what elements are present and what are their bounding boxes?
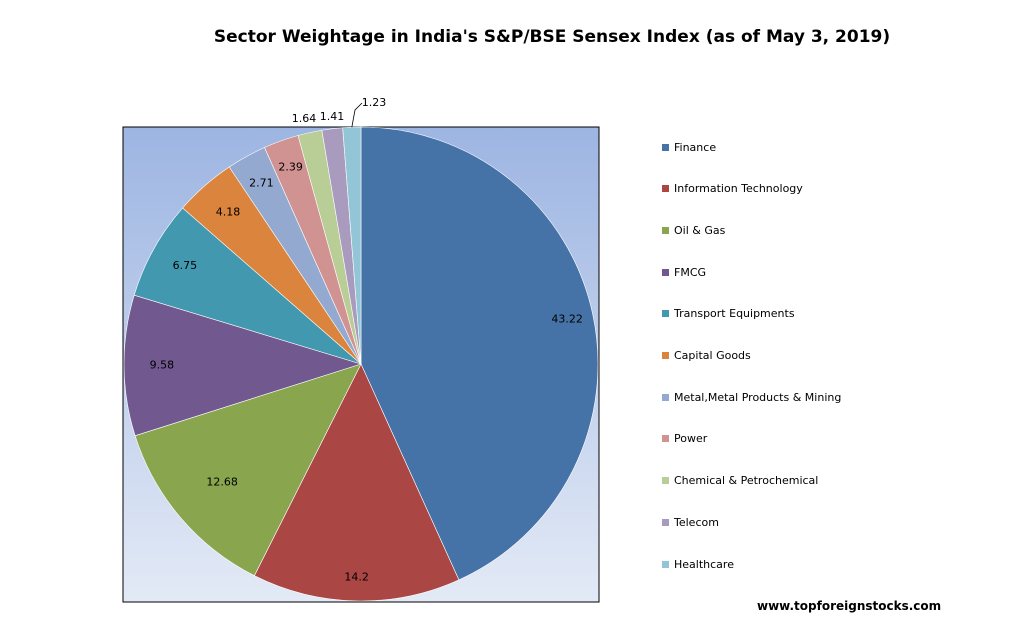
source-credit: www.topforeignstocks.com bbox=[757, 599, 942, 613]
pie-slices bbox=[123, 126, 599, 602]
legend-label: Chemical & Petrochemical bbox=[674, 474, 819, 488]
data-label-1: 43.22 bbox=[551, 312, 583, 325]
data-label-11: 1.23 bbox=[362, 96, 387, 109]
data-label-7: 2.71 bbox=[249, 176, 274, 189]
legend-item-8: Power bbox=[662, 432, 707, 446]
legend-swatch bbox=[662, 393, 669, 401]
legend-label: Power bbox=[674, 432, 708, 446]
legend-item-10: Telecom bbox=[662, 515, 719, 529]
legend-swatch bbox=[662, 268, 669, 276]
legend-item-7: Metal,Metal Products & Mining bbox=[662, 390, 841, 404]
legend-label: Capital Goods bbox=[674, 349, 751, 362]
legend-label: Telecom bbox=[674, 515, 719, 529]
legend-item-3: Oil & Gas bbox=[662, 223, 725, 237]
pie-slice-3 bbox=[134, 363, 362, 577]
legend-swatch bbox=[662, 310, 669, 318]
legend-item-6: Capital Goods bbox=[662, 349, 751, 363]
legend-swatch bbox=[662, 518, 669, 526]
pie-slice-2 bbox=[253, 363, 460, 602]
pie-slice-4 bbox=[123, 294, 363, 437]
data-label-5: 6.75 bbox=[173, 259, 198, 272]
legend-item-4: FMCG bbox=[662, 265, 706, 279]
legend-label: Finance bbox=[674, 140, 717, 154]
legend-item-5: Transport Equipments bbox=[662, 307, 795, 321]
legend-swatch bbox=[662, 185, 669, 193]
data-label-9: 1.64 bbox=[292, 112, 317, 125]
data-label-8: 2.39 bbox=[278, 161, 303, 174]
legend-label: Healthcare bbox=[674, 557, 734, 571]
pie-slice-11 bbox=[342, 126, 362, 365]
legend-item-11: Healthcare bbox=[662, 557, 734, 571]
legend-item-9: Chemical & Petrochemical bbox=[662, 474, 818, 488]
legend-label: Information Technology bbox=[674, 182, 803, 196]
leader-line-11 bbox=[351, 102, 363, 128]
data-label-10: 1.41 bbox=[320, 110, 345, 123]
legend-swatch bbox=[662, 226, 669, 234]
legend-swatch bbox=[662, 560, 669, 568]
legend-label: Transport Equipments bbox=[674, 307, 795, 321]
legend-swatch bbox=[662, 143, 669, 151]
data-label-3: 12.68 bbox=[206, 475, 238, 488]
legend-label: Metal,Metal Products & Mining bbox=[674, 390, 842, 404]
legend-label: Oil & Gas bbox=[674, 223, 726, 237]
data-label-4: 9.58 bbox=[150, 358, 175, 371]
legend-swatch bbox=[662, 435, 669, 443]
legend-swatch bbox=[662, 477, 669, 485]
legend-label: FMCG bbox=[674, 265, 707, 279]
legend-swatch bbox=[662, 352, 669, 359]
chart-title: Sector Weightage in India's S&P/BSE Sens… bbox=[213, 27, 891, 47]
pie-slice-1 bbox=[360, 126, 599, 581]
legend-item-1: Finance bbox=[662, 140, 716, 154]
data-label-2: 14.2 bbox=[344, 570, 369, 583]
data-label-6: 4.18 bbox=[216, 206, 241, 219]
legend-item-2: Information Technology bbox=[662, 182, 803, 196]
